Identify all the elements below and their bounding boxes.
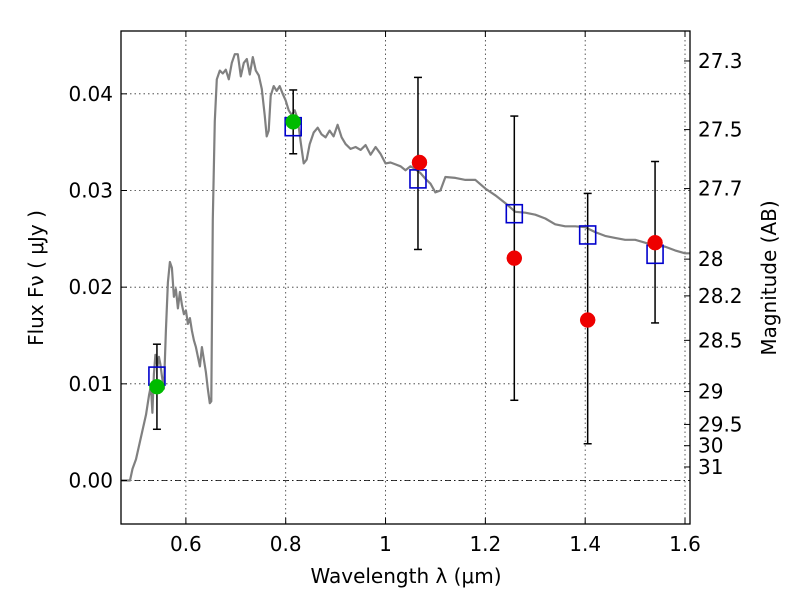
observed-flux-point: [506, 250, 523, 266]
grid-layer: [121, 31, 690, 524]
x-tick-label: 1.6: [669, 532, 701, 556]
magnitude-tick-label: 30: [698, 434, 723, 458]
y-tick-label: 0.03: [68, 179, 113, 203]
x-axis-label: Wavelength λ (μm): [310, 564, 501, 588]
magnitude-tick-label: 28.2: [698, 284, 743, 308]
observed-flux-point: [647, 234, 663, 251]
x-tick-label: 1.2: [469, 532, 501, 556]
magnitude-tick-label: 28.5: [698, 328, 743, 352]
magnitude-tick-label: 27.3: [698, 49, 743, 73]
x-tick-label: 1: [379, 532, 392, 556]
series-layer: [121, 53, 690, 482]
model-flux-square: [578, 225, 597, 245]
y-tick-label: 0.02: [68, 275, 113, 299]
detection-point: [149, 378, 165, 395]
observed-flux-point: [411, 154, 428, 171]
y-tick-label: 0.01: [68, 372, 113, 396]
magnitude-tick-label: 28: [698, 247, 723, 271]
labels-layer: 0.6 0.8 1 1.2 1.4 1.6 0.00 0.01 0.02 0.03 0.04 27.3…: [68, 49, 742, 556]
y-axis-label: Flux Fν ( μJy ): [24, 210, 48, 346]
magnitude-tick-label: 27.7: [698, 177, 743, 201]
magnitude-tick-label: 31: [698, 455, 723, 479]
y-tick-label: 0.00: [68, 469, 113, 493]
model-flux-square: [505, 203, 524, 224]
magnitude-tick-label: 29.5: [698, 412, 743, 436]
y-axis-right-label: Magnitude (AB): [757, 200, 781, 355]
plot-frame: [120, 30, 691, 525]
x-tick-label: 0.6: [170, 532, 202, 556]
x-tick-label: 0.8: [270, 532, 302, 556]
x-tick-label: 1.4: [569, 532, 601, 556]
detection-point: [285, 114, 301, 130]
magnitude-tick-label: 29: [698, 380, 723, 404]
sed-model-line: [121, 53, 690, 482]
magnitude-tick-label: 27.5: [698, 118, 743, 142]
ticks-layer: [121, 31, 690, 524]
y-tick-label: 0.04: [68, 82, 113, 106]
observed-flux-point: [579, 312, 596, 328]
